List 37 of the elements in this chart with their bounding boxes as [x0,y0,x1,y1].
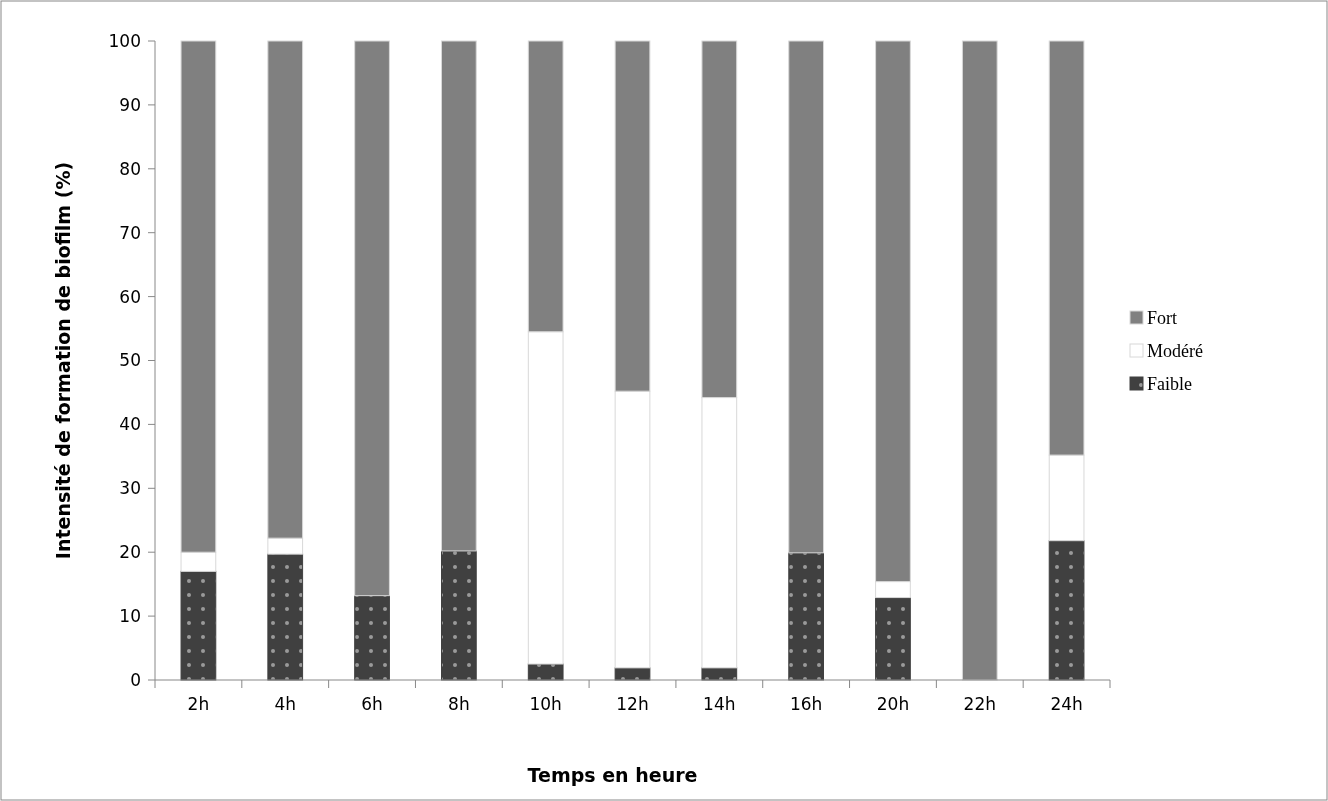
y-tick-label: 80 [119,158,141,179]
bar [267,553,304,681]
y-tick-label: 90 [119,94,141,115]
x-tick-label: 8h [448,694,470,714]
y-axis-title: Intensité de formation de biofilm (%) [52,161,74,560]
bar [180,570,217,681]
x-tick-label: 2h [187,694,210,714]
bar [354,595,390,681]
bar [875,597,911,681]
y-tick-label: 60 [119,286,141,307]
x-tick-label: 6h [361,694,383,714]
bar [1048,540,1085,681]
x-tick-label: 12h [616,694,649,714]
legend-label: Fort [1147,308,1178,329]
x-tick-label: 16h [789,694,823,714]
y-tick-label: 40 [119,414,141,435]
x-tick-label: 4h [274,694,297,714]
y-tick-label: 50 [119,350,141,371]
bar [441,40,477,552]
bar [354,40,390,597]
y-tick-label: 0 [130,669,141,690]
x-tick-label: 22h [963,694,996,714]
legend-label: Modéré [1147,341,1203,362]
x-tick-label: 10h [529,694,562,714]
x-axis-title: Temps en heure [527,764,698,786]
bar [788,552,824,681]
y-tick-label: 30 [119,478,141,499]
legend-label: Faible [1147,374,1192,395]
x-tick-label: 20h [876,694,910,714]
y-tick-label: 20 [119,542,141,563]
x-tick-label: 24h [1050,694,1083,714]
x-tick-label: 14h [703,694,736,714]
y-tick-label: 70 [119,222,141,243]
bar [788,40,824,554]
y-tick-label: 100 [108,30,141,51]
y-tick-label: 10 [119,606,141,627]
bar [441,550,477,681]
